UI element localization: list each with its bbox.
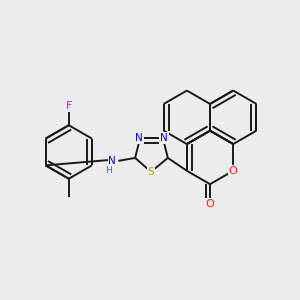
- Text: H: H: [105, 166, 112, 175]
- Text: N: N: [160, 133, 168, 143]
- Text: N: N: [135, 133, 143, 143]
- Text: O: O: [229, 166, 238, 176]
- Text: F: F: [66, 101, 72, 111]
- Text: N: N: [109, 156, 116, 166]
- Text: O: O: [206, 199, 214, 209]
- Text: S: S: [148, 167, 154, 177]
